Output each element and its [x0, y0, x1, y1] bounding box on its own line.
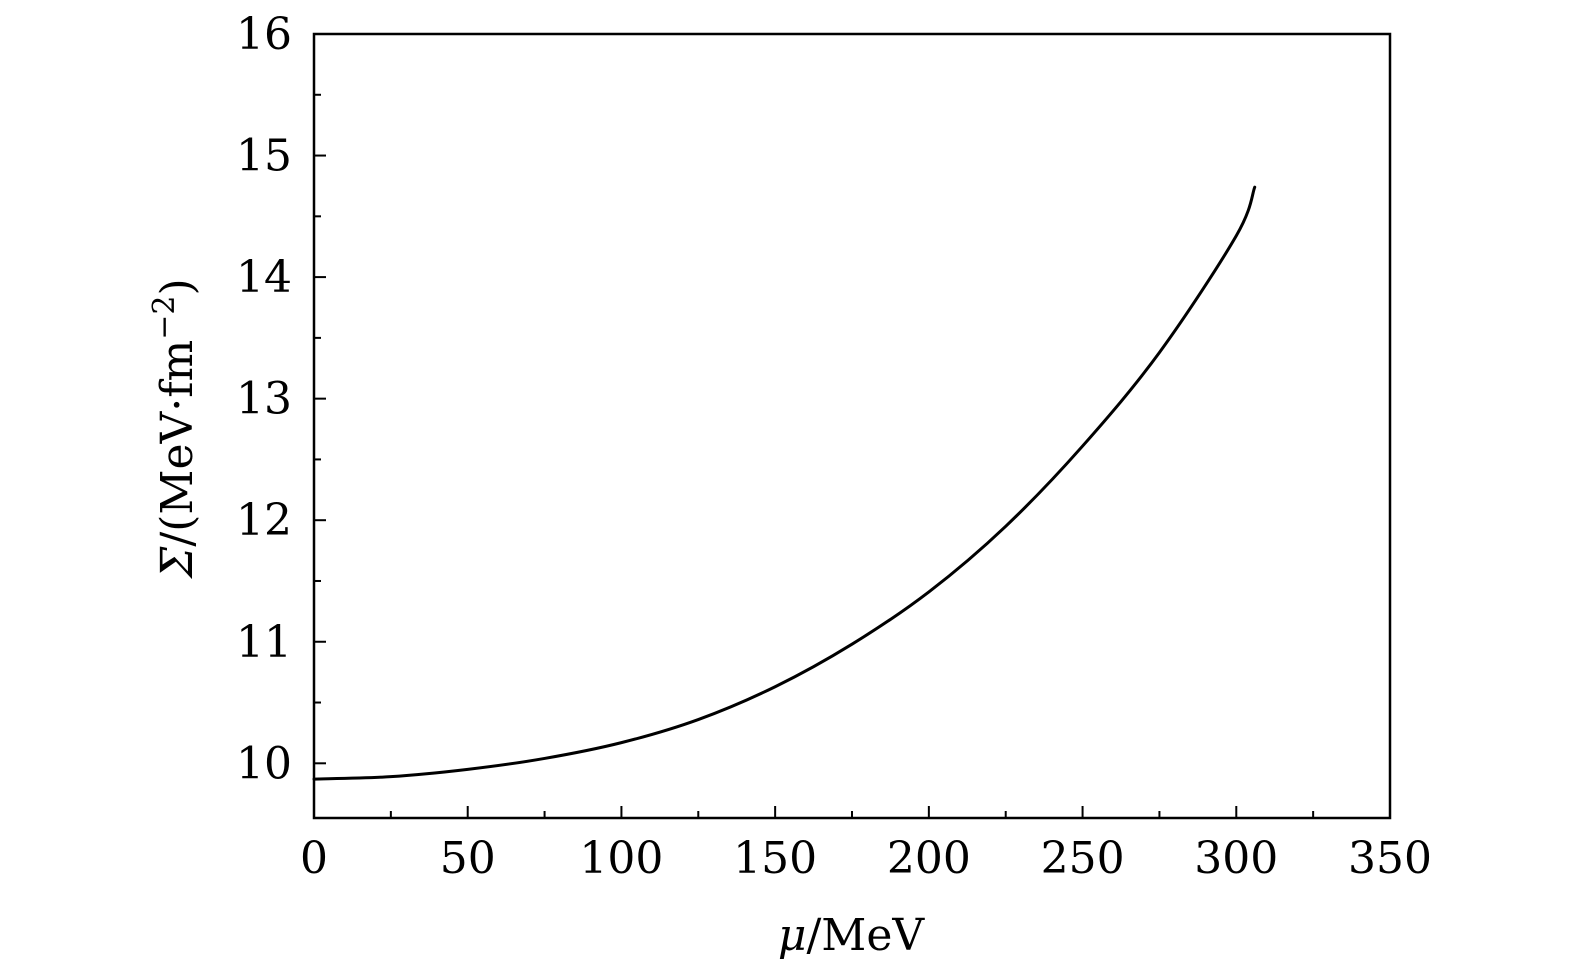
y-tick-label: 11: [236, 617, 292, 668]
y-tick-label: 10: [236, 738, 292, 789]
x-tick-label: 300: [1194, 833, 1278, 884]
x-tick-label: 0: [300, 833, 328, 884]
y-tick-label: 14: [236, 252, 292, 303]
y-tick-label: 13: [236, 374, 292, 425]
y-axis-title: Σ/(MeV·fm−2): [147, 278, 203, 579]
x-tick-label: 150: [733, 833, 817, 884]
x-axis-title-symbol: μ: [778, 910, 807, 961]
x-tick-label: 50: [440, 833, 496, 884]
plot-frame: [312, 32, 1392, 820]
y-axis-tick-labels: 10 11 12 13 14 15 16: [236, 9, 292, 789]
x-axis-tick-labels: 0 50 100 150 200 250 300 350: [300, 833, 1432, 884]
y-axis-title-unit: /(MeV·fm: [152, 340, 203, 547]
series-layer: [312, 185, 1257, 781]
x-tick-label: 200: [887, 833, 971, 884]
y-axis-title-superscript: −2: [147, 295, 182, 339]
y-axis-title-symbol: Σ: [152, 546, 203, 580]
x-tick-label: 350: [1348, 833, 1432, 884]
y-tick-label: 12: [236, 495, 292, 546]
plot-area-border: [312, 32, 1392, 820]
x-axis-ticks: [313, 806, 1391, 818]
y-tick-label: 15: [236, 131, 292, 182]
x-tick-label: 100: [579, 833, 663, 884]
x-axis-title-unit: /MeV: [806, 910, 925, 961]
y-tick-label: 16: [236, 9, 292, 60]
x-tick-label: 250: [1041, 833, 1125, 884]
x-axis-title: μ/MeV: [778, 910, 926, 961]
y-axis-title-close: ): [152, 278, 203, 295]
series-line: [312, 185, 1257, 781]
y-axis-ticks: [314, 33, 326, 765]
